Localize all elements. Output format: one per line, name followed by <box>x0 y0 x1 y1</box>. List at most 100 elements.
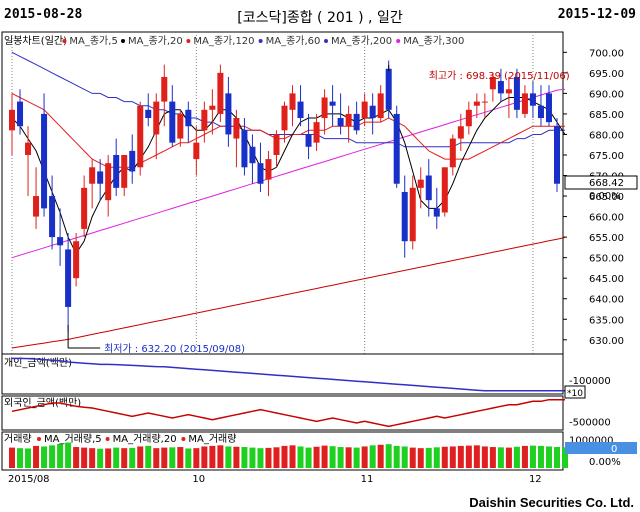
volume-last-change: 0.00% <box>589 457 621 468</box>
volume-bar <box>233 446 240 468</box>
candle-body <box>321 97 328 119</box>
candle-body <box>545 93 552 123</box>
legend-marker <box>37 437 41 441</box>
candle-body <box>457 126 464 139</box>
volume-bar <box>145 445 152 468</box>
volume-bar <box>73 447 80 468</box>
candle-body <box>121 154 128 188</box>
volume-last-value: 0 <box>611 444 617 455</box>
volume-bar <box>329 446 336 468</box>
legend-marker <box>62 39 67 43</box>
volume-bar <box>345 447 352 468</box>
scale-note-box <box>564 385 586 399</box>
legend-marker <box>324 39 328 43</box>
legend-item: MA_종가,120 <box>193 35 254 47</box>
candle-body <box>473 101 480 106</box>
chart-canvas[interactable]: 630.00 635.00 640.00 645.00 650.00 655.00 660.… <box>0 30 640 512</box>
last-value: 668.42 <box>589 178 624 189</box>
volume-bar <box>137 446 144 468</box>
y-tick-label: 675.00 <box>589 151 624 162</box>
candle-body <box>201 109 208 131</box>
volume-bar <box>201 446 208 468</box>
volume-bar <box>249 447 256 468</box>
volume-bar <box>241 447 248 468</box>
candle-body <box>233 118 240 139</box>
candle-body <box>297 101 304 119</box>
candle-body <box>401 191 408 242</box>
volume-bar <box>321 445 328 468</box>
volume-bar <box>505 447 512 468</box>
volume-bar <box>313 446 320 468</box>
volume-bar <box>361 446 368 468</box>
y-tick-label: 1000000 <box>569 436 614 447</box>
volume-bar <box>409 447 416 468</box>
candle-body <box>521 93 528 114</box>
legend-item: MA_거래량,5 <box>44 433 102 445</box>
candle-body <box>425 175 432 201</box>
last-value-box <box>564 175 638 190</box>
candle-body <box>137 105 144 168</box>
volume-bar <box>49 445 56 468</box>
x-tick-label: 2015/08 <box>8 474 50 485</box>
volume-bar <box>161 447 168 468</box>
volume-panel-title: 거래량 <box>4 433 32 445</box>
volume-bar <box>113 447 120 468</box>
x-tick-label: 10 <box>192 474 205 485</box>
candle-body <box>97 171 104 184</box>
y-tick-label: 695.00 <box>589 69 624 80</box>
y-tick-label: 635.00 <box>589 315 624 326</box>
y-tick-label: -100000 <box>569 376 611 387</box>
volume-bar <box>497 447 504 468</box>
volume-bar <box>265 447 272 468</box>
y-tick-label: 640.00 <box>589 295 624 306</box>
volume-bar <box>9 447 16 468</box>
volume-bar <box>33 445 40 468</box>
ma5-line <box>11 97 566 255</box>
scale-note: *10 <box>567 389 583 399</box>
candle-body <box>113 154 120 188</box>
volume-bar <box>57 443 64 468</box>
candle-body <box>25 142 32 155</box>
candle-body <box>441 167 448 213</box>
volume-bar <box>17 448 24 468</box>
candle-body <box>513 76 520 110</box>
candle-body <box>161 76 168 102</box>
candle-body <box>337 118 344 127</box>
candle-body <box>313 122 320 143</box>
volume-bar <box>273 447 280 468</box>
ma120-line <box>11 237 566 349</box>
volume-bar <box>41 446 48 468</box>
legend-marker <box>258 39 263 43</box>
volume-bar <box>473 445 480 468</box>
y-tick-label: 690.00 <box>589 89 624 100</box>
ma20-line <box>11 92 565 168</box>
legend-marker <box>186 39 191 43</box>
candle-body <box>361 101 368 119</box>
volume-bar <box>153 448 160 468</box>
volume-bar <box>369 445 376 468</box>
chart-header: 2015-08-28 [코스닥]종합 ( 201 ) , 일간 2015-12-… <box>0 0 640 30</box>
candle-body <box>105 163 112 201</box>
volume-bar <box>185 448 192 468</box>
y-tick-label: 680.00 <box>589 130 624 141</box>
volume-bar <box>177 447 184 468</box>
volume-bar <box>521 445 528 468</box>
candle-body <box>417 179 424 188</box>
y-tick-label: 700.00 <box>589 48 624 59</box>
candle-body <box>57 237 64 246</box>
legend-marker <box>181 437 186 441</box>
y-tick-label: 660.00 <box>589 213 624 224</box>
volume-bar <box>65 442 72 468</box>
volume-bar <box>513 446 520 468</box>
volume-bar <box>305 447 312 468</box>
volume-bar <box>129 447 136 468</box>
candle-body <box>225 93 232 135</box>
volume-bar <box>217 445 224 468</box>
candle-body <box>73 241 80 279</box>
candle-body <box>345 113 352 127</box>
volume-bar <box>121 448 128 468</box>
start-date: 2015-08-28 <box>4 7 83 22</box>
y-tick-label: 685.00 <box>589 110 624 121</box>
candle-body <box>553 126 560 184</box>
candle-body <box>377 93 384 119</box>
